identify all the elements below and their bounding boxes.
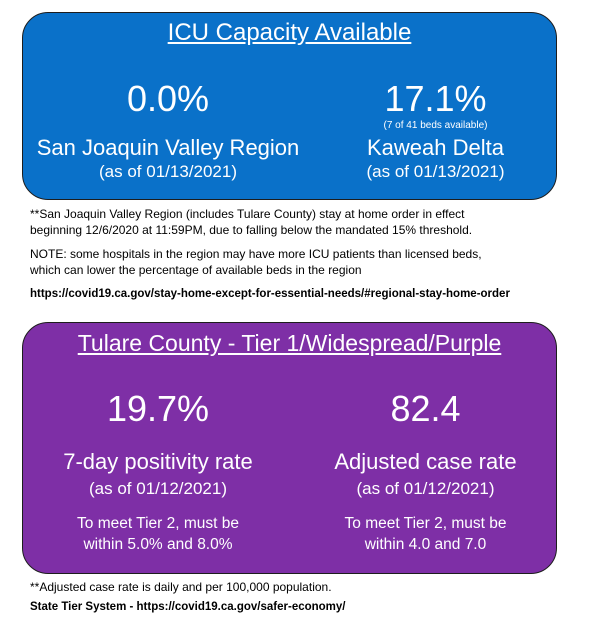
icu-region-value: 0.0% bbox=[126, 78, 210, 119]
case-rate-label: Adjusted case rate bbox=[334, 449, 517, 474]
icu-capacity-panel: ICU Capacity Available 0.0% San Joaquin … bbox=[22, 12, 557, 200]
icu-kaweah-beds-note: (7 of 41 beds available) bbox=[383, 120, 488, 131]
case-rate-footnote: **Adjusted case rate is daily and per 10… bbox=[30, 580, 332, 594]
tier-status-panel: Tulare County - Tier 1/Widespread/Purple… bbox=[22, 322, 557, 574]
icu-kaweah-name: Kaweah Delta bbox=[367, 135, 504, 160]
icu-panel-title: ICU Capacity Available bbox=[167, 19, 412, 46]
case-rate-value: 82.4 bbox=[390, 388, 461, 429]
state-tier-system-link[interactable]: State Tier System - https://covid19.ca.g… bbox=[30, 601, 346, 613]
positivity-label: 7-day positivity rate bbox=[63, 449, 253, 474]
positivity-as-of: (as of 01/12/2021) bbox=[89, 479, 227, 498]
icu-kaweah-as-of: (as of 01/13/2021) bbox=[366, 162, 505, 181]
icu-region-column: 0.0% San Joaquin Valley Region (as of 01… bbox=[23, 79, 313, 182]
icu-note-line-2: beginning 12/6/2020 at 11:59PM, due to f… bbox=[30, 223, 473, 237]
icu-kaweah-value: 17.1% bbox=[384, 78, 487, 119]
positivity-column: 19.7% 7-day positivity rate (as of 01/12… bbox=[23, 389, 293, 555]
icu-region-as-of: (as of 01/13/2021) bbox=[99, 162, 237, 181]
case-rate-column: 82.4 Adjusted case rate (as of 01/12/202… bbox=[293, 389, 558, 555]
icu-note-line-1: **San Joaquin Valley Region (includes Tu… bbox=[30, 207, 465, 221]
case-rate-requirement-line-2: within 4.0 and 7.0 bbox=[364, 536, 487, 553]
positivity-requirement-line-2: within 5.0% and 8.0% bbox=[83, 536, 233, 553]
icu-note-line-3: NOTE: some hospitals in the region may h… bbox=[30, 247, 482, 261]
case-rate-as-of: (as of 01/12/2021) bbox=[356, 479, 495, 498]
icu-note-line-4: which can lower the percentage of availa… bbox=[30, 263, 362, 277]
icu-kaweah-column: 17.1% (7 of 41 beds available) Kaweah De… bbox=[313, 79, 558, 182]
icu-region-name: San Joaquin Valley Region bbox=[36, 135, 300, 160]
stay-home-order-link[interactable]: https://covid19.ca.gov/stay-home-except-… bbox=[30, 288, 510, 300]
tier-panel-title: Tulare County - Tier 1/Widespread/Purple bbox=[77, 330, 502, 356]
positivity-value: 19.7% bbox=[106, 388, 210, 429]
positivity-requirement-line-1: To meet Tier 2, must be bbox=[77, 515, 239, 532]
case-rate-requirement-line-1: To meet Tier 2, must be bbox=[344, 515, 507, 532]
